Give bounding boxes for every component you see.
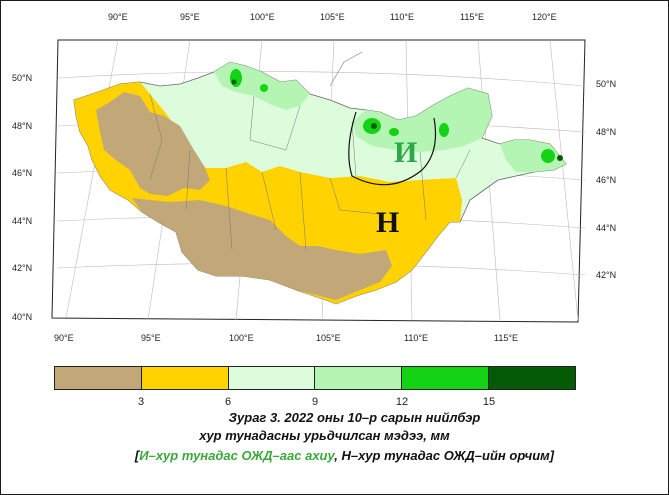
tick-top-label: 100°E [250,12,275,22]
tick-top-label: 110°E [390,12,414,22]
caption-normal-note: , Н–хур тунадас ОЖД–ийн орчим] [334,448,555,463]
tick-top-label: 105°E [320,12,345,22]
legend-label: 9 [311,396,319,408]
tick-left-label: 50°N [12,73,32,83]
tick-bottom-label: 100°E [229,333,254,343]
tick-bottom-label: 115°E [494,333,518,343]
legend-label: 6 [224,396,232,408]
zone-below-3mm [96,92,392,300]
legend-label: 15 [482,396,496,408]
legend-swatch [489,367,575,389]
legend-swatch [315,367,403,389]
legend-label: 3 [137,396,145,408]
tick-right-label: 48°N [596,127,616,137]
legend-swatch [402,367,490,389]
lat-ticks-right: 50°N 48°N 46°N 44°N 42°N [596,79,616,280]
zone-above-15mm [231,79,563,161]
legend-swatch [228,367,316,389]
tick-top-label: 95°E [180,12,200,22]
tick-left-label: 46°N [12,168,32,178]
tick-right-label: 44°N [596,223,616,233]
tick-bottom-label: 90°E [54,333,74,343]
legend-swatch [55,367,142,389]
wet-region-label: И [394,136,417,169]
color-legend [54,366,576,390]
caption-wet-note: И–хур тунадас ОЖД–аас ахиу [139,448,335,463]
tick-bottom-label: 105°E [316,333,341,343]
caption-line-1: Зураг 3. 2022 оны 10–р сарын нийлбэр [228,410,481,425]
caption-line-3: [И–хур тунадас ОЖД–аас ахиу, Н–хур тунад… [10,448,669,463]
zone-9-12mm [214,62,566,172]
tick-right-label: 46°N [596,175,616,185]
tick-bottom-label: 110°E [404,333,428,343]
tick-top-label: 115°E [460,12,484,22]
tick-top-label: 120°E [532,12,557,22]
tick-left-label: 42°N [12,263,32,273]
legend-swatch [141,367,229,389]
tick-bottom-label: 95°E [141,333,161,343]
caption-bracket: [ [134,448,140,463]
lon-ticks-top: 90°E 95°E 100°E 105°E 110°E 115°E 120°E [108,12,557,22]
province-borders [149,93,471,251]
lat-ticks-left: 50°N 48°N 46°N 44°N 42°N 40°N [12,73,32,322]
caption-line-2: хур тунадасны урьдчилсан мэдээ, мм [199,428,450,443]
lon-ticks-bottom: 90°E 95°E 100°E 105°E 110°E 115°E [54,333,518,343]
tick-left-label: 48°N [12,121,32,131]
tick-top-label: 90°E [108,12,128,22]
tick-left-label: 40°N [12,312,32,322]
tick-right-label: 42°N [596,270,616,280]
tick-left-label: 44°N [12,216,32,226]
neighbor-border [329,51,363,87]
tick-right-label: 50°N [596,79,616,89]
normal-region-label: Н [376,206,399,239]
legend-label: 12 [395,396,409,408]
wet-anomaly-contour [348,111,437,186]
